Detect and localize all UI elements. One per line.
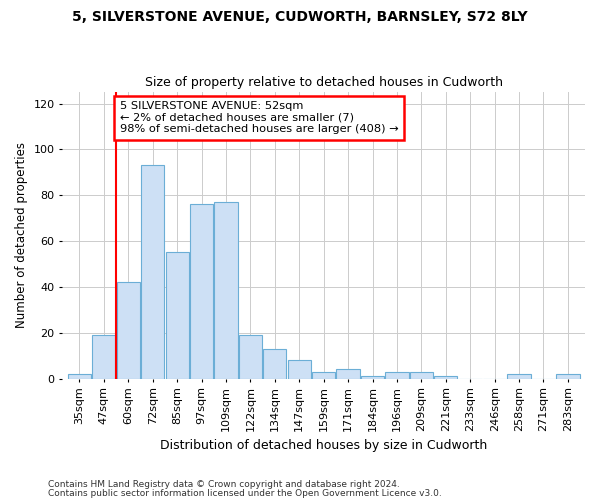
Text: 5 SILVERSTONE AVENUE: 52sqm
← 2% of detached houses are smaller (7)
98% of semi-: 5 SILVERSTONE AVENUE: 52sqm ← 2% of deta… [120,101,398,134]
Bar [410,372,433,378]
Bar [385,372,409,378]
Bar [508,374,530,378]
Bar [141,166,164,378]
Bar [92,335,115,378]
Bar [337,370,359,378]
Bar [361,376,384,378]
Bar [239,335,262,378]
Text: 5, SILVERSTONE AVENUE, CUDWORTH, BARNSLEY, S72 8LY: 5, SILVERSTONE AVENUE, CUDWORTH, BARNSLE… [72,10,528,24]
Bar [166,252,189,378]
Text: Contains HM Land Registry data © Crown copyright and database right 2024.: Contains HM Land Registry data © Crown c… [48,480,400,489]
Bar [556,374,580,378]
Bar [116,282,140,378]
Bar [68,374,91,378]
Bar [190,204,213,378]
Bar [312,372,335,378]
Bar [434,376,457,378]
Bar [214,202,238,378]
Bar [287,360,311,378]
Text: Contains public sector information licensed under the Open Government Licence v3: Contains public sector information licen… [48,488,442,498]
X-axis label: Distribution of detached houses by size in Cudworth: Distribution of detached houses by size … [160,440,487,452]
Y-axis label: Number of detached properties: Number of detached properties [15,142,28,328]
Bar [263,348,286,378]
Title: Size of property relative to detached houses in Cudworth: Size of property relative to detached ho… [145,76,503,90]
